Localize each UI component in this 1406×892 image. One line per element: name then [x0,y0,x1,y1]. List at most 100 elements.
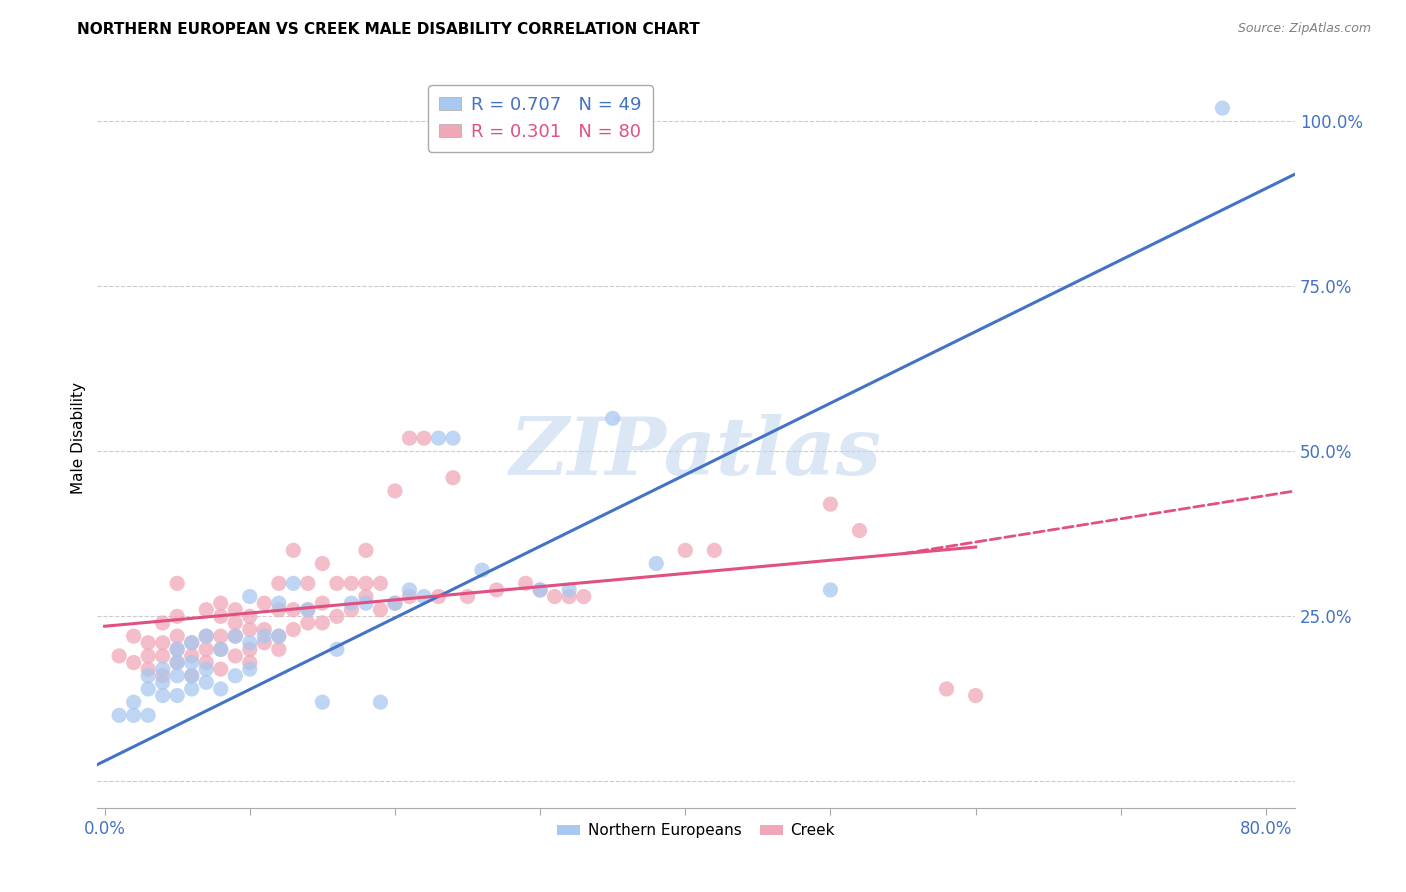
Point [935,681,957,696]
Point [820,497,842,511]
Point [515,576,537,591]
Point [457,590,479,604]
Point [224,615,246,630]
Point [602,411,624,425]
Point [209,642,232,657]
Point [224,603,246,617]
Point [441,431,464,445]
Point [965,689,987,703]
Point [253,596,276,610]
Point [283,623,305,637]
Point [152,648,174,663]
Point [297,603,319,617]
Point [195,675,218,690]
Point [180,669,202,683]
Point [152,675,174,690]
Point [239,642,262,657]
Point [166,642,188,657]
Point [166,656,188,670]
Point [253,636,276,650]
Point [529,582,551,597]
Point [239,636,262,650]
Point [427,590,450,604]
Point [340,603,363,617]
Point [297,576,319,591]
Point [340,596,363,610]
Point [122,708,145,723]
Point [166,642,188,657]
Point [820,582,842,597]
Point [195,629,218,643]
Point [180,669,202,683]
Point [441,471,464,485]
Point [152,636,174,650]
Point [848,524,870,538]
Point [384,483,406,498]
Point [354,590,377,604]
Point [108,648,131,663]
Legend: Northern Europeans, Creek: Northern Europeans, Creek [551,817,841,845]
Point [543,590,565,604]
Point [326,576,349,591]
Point [122,629,145,643]
Point [152,669,174,683]
Point [384,596,406,610]
Point [558,582,581,597]
Point [326,642,349,657]
Point [209,662,232,676]
Point [311,695,333,709]
Point [267,629,290,643]
Point [239,656,262,670]
Point [267,596,290,610]
Point [166,576,188,591]
Point [224,629,246,643]
Point [239,590,262,604]
Point [166,669,188,683]
Point [239,609,262,624]
Point [136,648,159,663]
Point [485,582,508,597]
Point [267,603,290,617]
Point [267,576,290,591]
Point [180,636,202,650]
Point [195,629,218,643]
Text: NORTHERN EUROPEAN VS CREEK MALE DISABILITY CORRELATION CHART: NORTHERN EUROPEAN VS CREEK MALE DISABILI… [77,22,700,37]
Point [166,629,188,643]
Point [166,689,188,703]
Point [180,648,202,663]
Point [283,603,305,617]
Point [340,576,363,591]
Point [645,557,668,571]
Point [283,543,305,558]
Y-axis label: Male Disability: Male Disability [72,382,86,494]
Point [224,669,246,683]
Point [370,603,392,617]
Point [267,642,290,657]
Point [152,689,174,703]
Point [136,636,159,650]
Point [413,590,436,604]
Point [122,656,145,670]
Point [166,609,188,624]
Point [572,590,595,604]
Point [413,431,436,445]
Point [209,629,232,643]
Point [136,669,159,683]
Text: Source: ZipAtlas.com: Source: ZipAtlas.com [1237,22,1371,36]
Point [239,662,262,676]
Point [398,590,420,604]
Point [253,629,276,643]
Point [370,695,392,709]
Point [558,590,581,604]
Text: ZIPatlas: ZIPatlas [510,414,882,491]
Point [180,656,202,670]
Point [1211,101,1233,115]
Point [152,615,174,630]
Point [195,662,218,676]
Point [136,708,159,723]
Point [136,681,159,696]
Point [354,543,377,558]
Point [529,582,551,597]
Point [354,596,377,610]
Point [209,609,232,624]
